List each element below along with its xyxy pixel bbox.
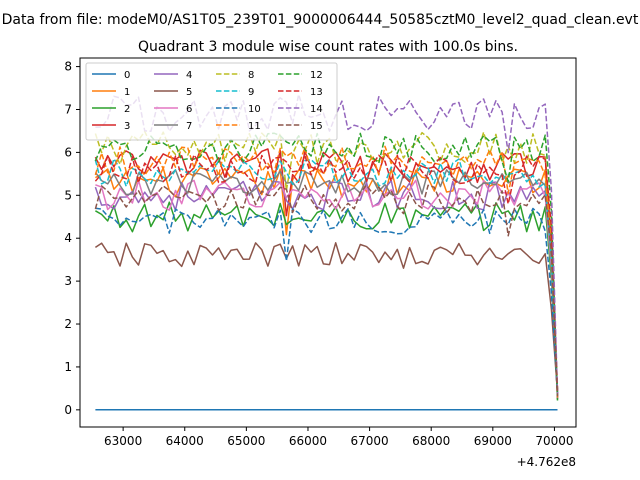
x-tick-label: 69000 (474, 434, 512, 448)
chart-title: Quadrant 3 module wise count rates with … (138, 39, 518, 55)
legend-label-8: 8 (248, 70, 254, 81)
x-tick-label: 64000 (166, 434, 204, 448)
y-axis: 0 1 2 3 4 5 6 7 8 (64, 60, 80, 417)
y-tick-label: 1 (64, 360, 72, 374)
legend-label-10: 10 (248, 104, 261, 115)
legend-label-5: 5 (186, 87, 192, 98)
x-tick-label: 70000 (535, 434, 573, 448)
x-axis: 63000 64000 65000 66000 67000 68000 69000 70000 (104, 427, 574, 448)
legend-label-0: 0 (124, 70, 130, 81)
y-tick-label: 8 (64, 60, 72, 74)
legend-label-4: 4 (186, 70, 192, 81)
series-line-9 (94, 158, 559, 392)
legend-label-6: 6 (186, 104, 192, 115)
y-tick-label: 3 (64, 274, 72, 288)
legend-label-9: 9 (248, 87, 254, 98)
legend-label-1: 1 (124, 87, 130, 98)
legend-label-11: 11 (248, 121, 261, 132)
series-line-10 (95, 207, 559, 395)
legend-label-15: 15 (310, 121, 323, 132)
legend-label-12: 12 (310, 70, 323, 81)
series-line-8 (94, 130, 559, 389)
legend-label-7: 7 (186, 121, 192, 132)
series-layer (94, 93, 559, 411)
suptitle: Data from file: modeM0/AS1T05_239T01_900… (2, 12, 639, 28)
y-tick-label: 0 (64, 403, 72, 417)
legend-label-3: 3 (124, 121, 130, 132)
series-line-12 (94, 132, 559, 401)
y-tick-label: 2 (64, 317, 72, 331)
series-line-15 (94, 184, 559, 397)
x-tick-label: 68000 (412, 434, 450, 448)
legend-label-2: 2 (124, 104, 130, 115)
x-offset-label: +4.762e8 (517, 455, 576, 469)
y-tick-label: 6 (64, 145, 72, 159)
series-line-13 (94, 154, 559, 391)
y-tick-label: 4 (64, 231, 72, 245)
x-tick-label: 67000 (350, 434, 388, 448)
series-line-11 (94, 145, 559, 398)
legend-frame (85, 62, 338, 141)
series-line-5 (94, 242, 559, 393)
x-tick-label: 65000 (227, 434, 265, 448)
legend-label-14: 14 (310, 104, 323, 115)
series-line-7 (94, 169, 559, 399)
axes-frame (79, 57, 577, 428)
y-tick-label: 7 (64, 102, 72, 116)
y-tick-label: 5 (64, 188, 72, 202)
x-tick-label: 66000 (289, 434, 327, 448)
legend-label-13: 13 (310, 87, 323, 98)
x-tick-label: 63000 (104, 434, 142, 448)
